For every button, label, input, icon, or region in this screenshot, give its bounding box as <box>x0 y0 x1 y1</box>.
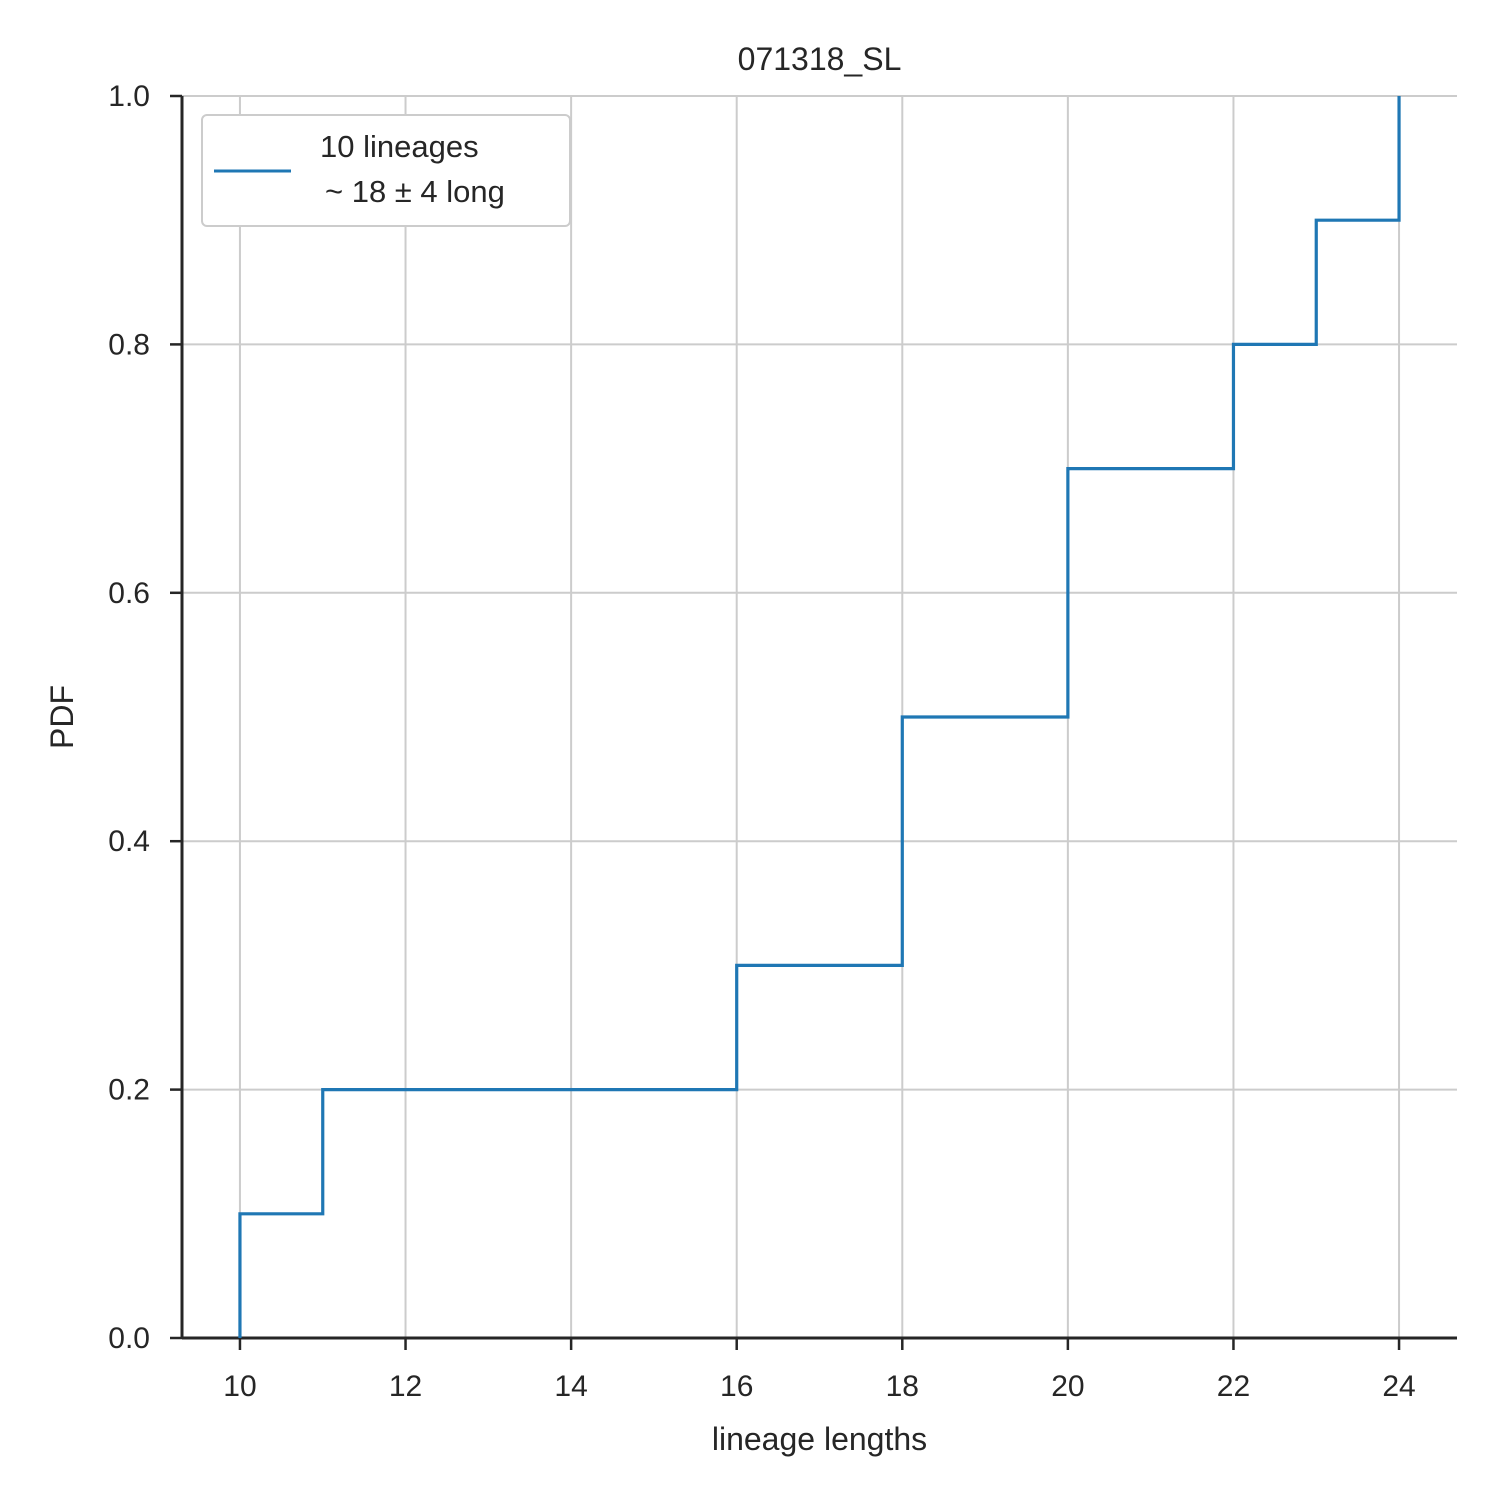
x-tick-label: 22 <box>1217 1370 1250 1403</box>
legend: 10 lineages ~ 18 ± 4 long <box>201 114 571 227</box>
x-ticks: 10 12 14 16 18 20 22 24 <box>223 1338 1416 1403</box>
y-axis-label: PDF <box>44 685 80 749</box>
y-ticks: 0.0 0.2 0.4 0.6 0.8 1.0 <box>108 80 182 1355</box>
legend-box <box>201 114 571 227</box>
x-tick-label: 12 <box>389 1370 422 1403</box>
cdf-step-line <box>238 96 1401 1338</box>
grid-lines <box>182 95 1457 1339</box>
y-tick-label: 0.4 <box>108 825 150 858</box>
y-tick-label: 0.0 <box>108 1322 150 1355</box>
y-tick-label: 0.8 <box>108 328 150 361</box>
x-tick-label: 18 <box>886 1370 919 1403</box>
legend-entry-line2: ~ 18 ± 4 long <box>325 174 505 209</box>
y-tick-label: 1.0 <box>108 80 150 113</box>
chart-title: 071318_SL <box>738 41 902 77</box>
x-tick-label: 24 <box>1382 1370 1415 1403</box>
x-tick-label: 20 <box>1051 1370 1084 1403</box>
x-axis-label: lineage lengths <box>712 1421 927 1457</box>
x-tick-label: 16 <box>720 1370 753 1403</box>
y-tick-label: 0.2 <box>108 1074 150 1107</box>
x-tick-label: 10 <box>223 1370 256 1403</box>
axes <box>180 96 1457 1340</box>
x-tick-label: 14 <box>554 1370 587 1403</box>
series-group <box>238 96 1401 1338</box>
legend-entry-line1: 10 lineages <box>320 129 479 164</box>
y-tick-label: 0.6 <box>108 577 150 610</box>
